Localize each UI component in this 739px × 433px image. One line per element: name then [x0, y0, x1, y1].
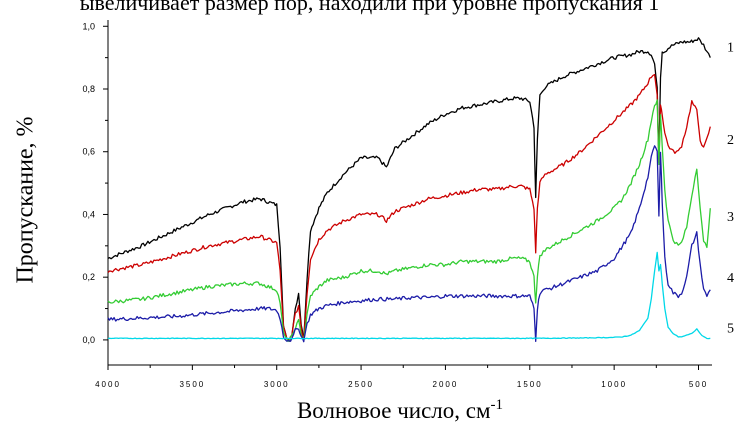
y-tick-label: 1,0 [82, 21, 95, 31]
y-tick-label: 0,4 [82, 209, 95, 219]
y-tick-label: 0,8 [82, 84, 95, 94]
series-label-4: 4 [727, 271, 734, 286]
x-tick-label: 2000 [433, 380, 459, 389]
y-tick-label: 0,2 [82, 272, 95, 282]
x-tick-label: 3500 [179, 380, 205, 389]
series-label-5: 5 [727, 321, 734, 336]
series-line-4 [107, 145, 711, 343]
x-axis-title-exponent: -1 [490, 397, 504, 413]
x-tick-label: 1000 [601, 380, 627, 389]
series-line-5 [107, 251, 711, 340]
caption-fragment: ывеличивает размер пор, находили при уро… [79, 0, 660, 15]
y-tick-label: 0,0 [82, 335, 95, 345]
series-line-2 [107, 73, 711, 342]
x-tick-label: 3000 [264, 380, 290, 389]
series-labels: 1 2 3 4 5 [727, 41, 734, 337]
series-label-1: 1 [727, 41, 734, 56]
series-line-3 [107, 99, 711, 343]
series-line-1 [107, 37, 711, 342]
x-tick-label: 2500 [348, 380, 374, 389]
x-tick-label: 4000 [95, 380, 121, 389]
series-label-2: 2 [727, 133, 734, 148]
series-layer [107, 37, 711, 343]
x-axis-title: Волновое число, см-1 [0, 397, 739, 424]
x-tick-label: 500 [689, 380, 708, 389]
x-axis-title-text: Волновое число, см [296, 398, 491, 423]
x-tick-label: 1500 [517, 380, 543, 389]
series-label-3: 3 [727, 210, 734, 225]
y-tick-label: 0,6 [82, 147, 95, 157]
axes: 0,0 0,2 0,4 0,6 0,8 1,0 4000 3500 3000 2500 2000 15… [82, 20, 712, 389]
